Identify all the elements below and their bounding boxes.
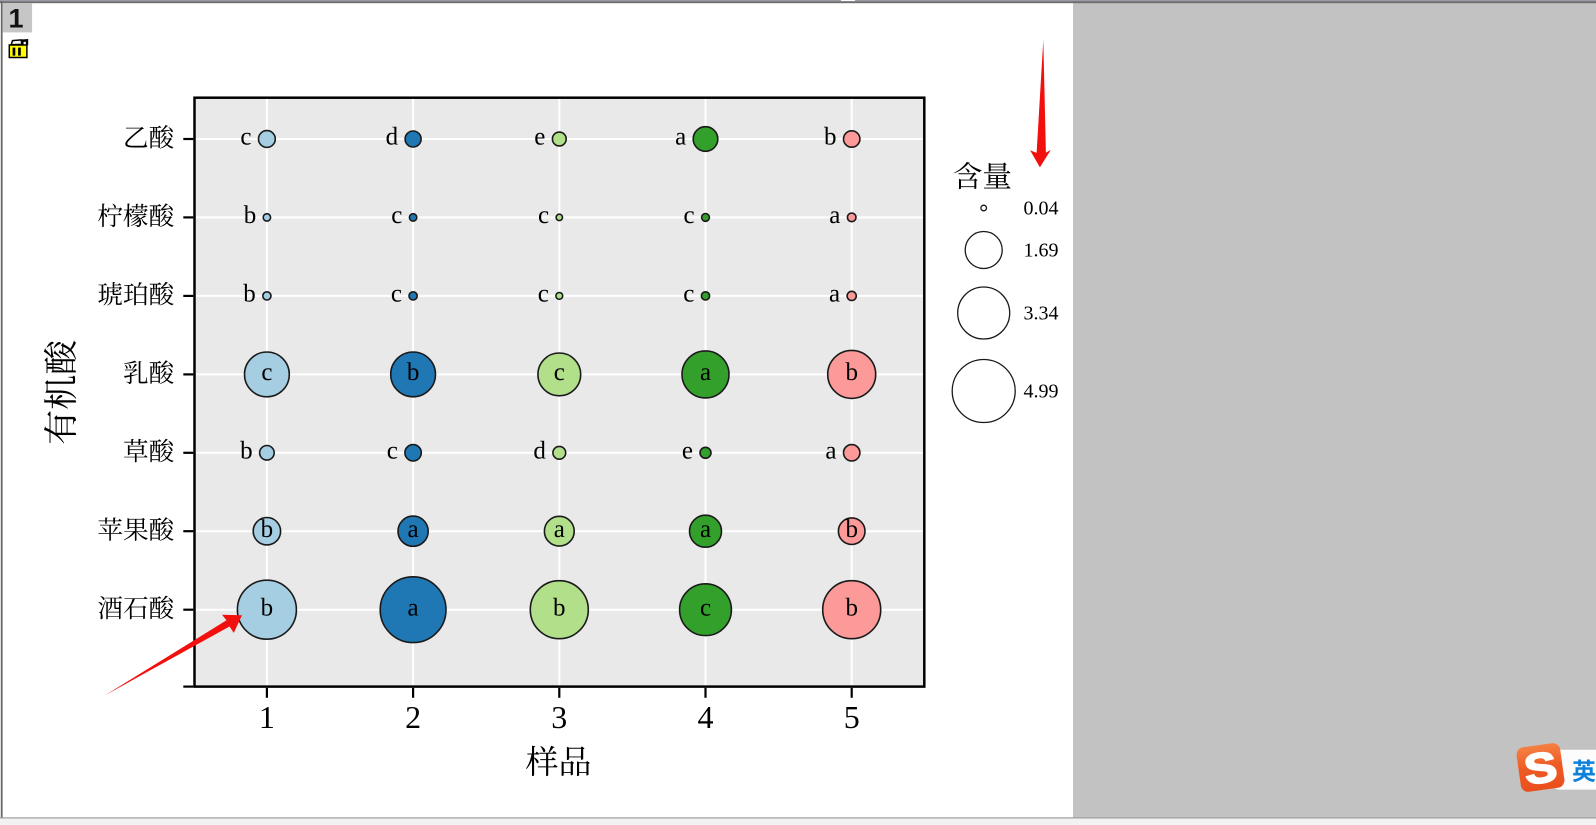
svg-text:3: 3	[551, 699, 567, 735]
svg-text:b: b	[407, 359, 420, 386]
svg-text:a: a	[829, 202, 840, 229]
svg-text:c: c	[240, 124, 251, 151]
svg-text:c: c	[683, 202, 694, 229]
svg-text:c: c	[391, 281, 402, 308]
svg-text:4.99: 4.99	[1024, 380, 1059, 402]
svg-text:4: 4	[698, 699, 714, 735]
svg-text:b: b	[244, 202, 257, 229]
svg-text:c: c	[683, 281, 694, 308]
svg-text:b: b	[553, 594, 566, 621]
svg-text:3.34: 3.34	[1024, 302, 1059, 324]
svg-text:b: b	[845, 516, 858, 543]
svg-text:e: e	[534, 124, 545, 151]
svg-text:1: 1	[259, 699, 275, 735]
svg-text:1: 1	[8, 4, 23, 34]
svg-text:c: c	[554, 359, 565, 386]
svg-text:b: b	[243, 281, 256, 308]
svg-text:a: a	[408, 516, 419, 543]
svg-text:1.69: 1.69	[1024, 239, 1059, 261]
svg-text:S: S	[1521, 742, 1560, 793]
svg-text:b: b	[845, 359, 858, 386]
svg-text:a: a	[700, 359, 711, 386]
svg-text:c: c	[538, 281, 549, 308]
svg-text:a: a	[700, 516, 711, 543]
svg-text:c: c	[261, 359, 272, 386]
svg-text:5: 5	[844, 699, 860, 735]
svg-text:d: d	[386, 124, 399, 151]
svg-text:2: 2	[405, 699, 421, 735]
svg-text:a: a	[554, 516, 565, 543]
svg-text:e: e	[682, 438, 693, 465]
svg-text:d: d	[533, 438, 546, 465]
svg-text:c: c	[538, 202, 549, 229]
svg-text:c: c	[700, 594, 711, 621]
svg-text:c: c	[391, 202, 402, 229]
svg-text:a: a	[829, 281, 840, 308]
svg-text:0.04: 0.04	[1024, 197, 1059, 219]
svg-text:a: a	[408, 594, 419, 621]
svg-text:a: a	[825, 438, 836, 465]
svg-text:b: b	[261, 516, 274, 543]
svg-text:b: b	[261, 594, 274, 621]
svg-text:b: b	[824, 124, 837, 151]
svg-text:b: b	[845, 594, 858, 621]
svg-text:a: a	[675, 124, 686, 151]
svg-text:b: b	[240, 438, 253, 465]
svg-text:c: c	[387, 438, 398, 465]
